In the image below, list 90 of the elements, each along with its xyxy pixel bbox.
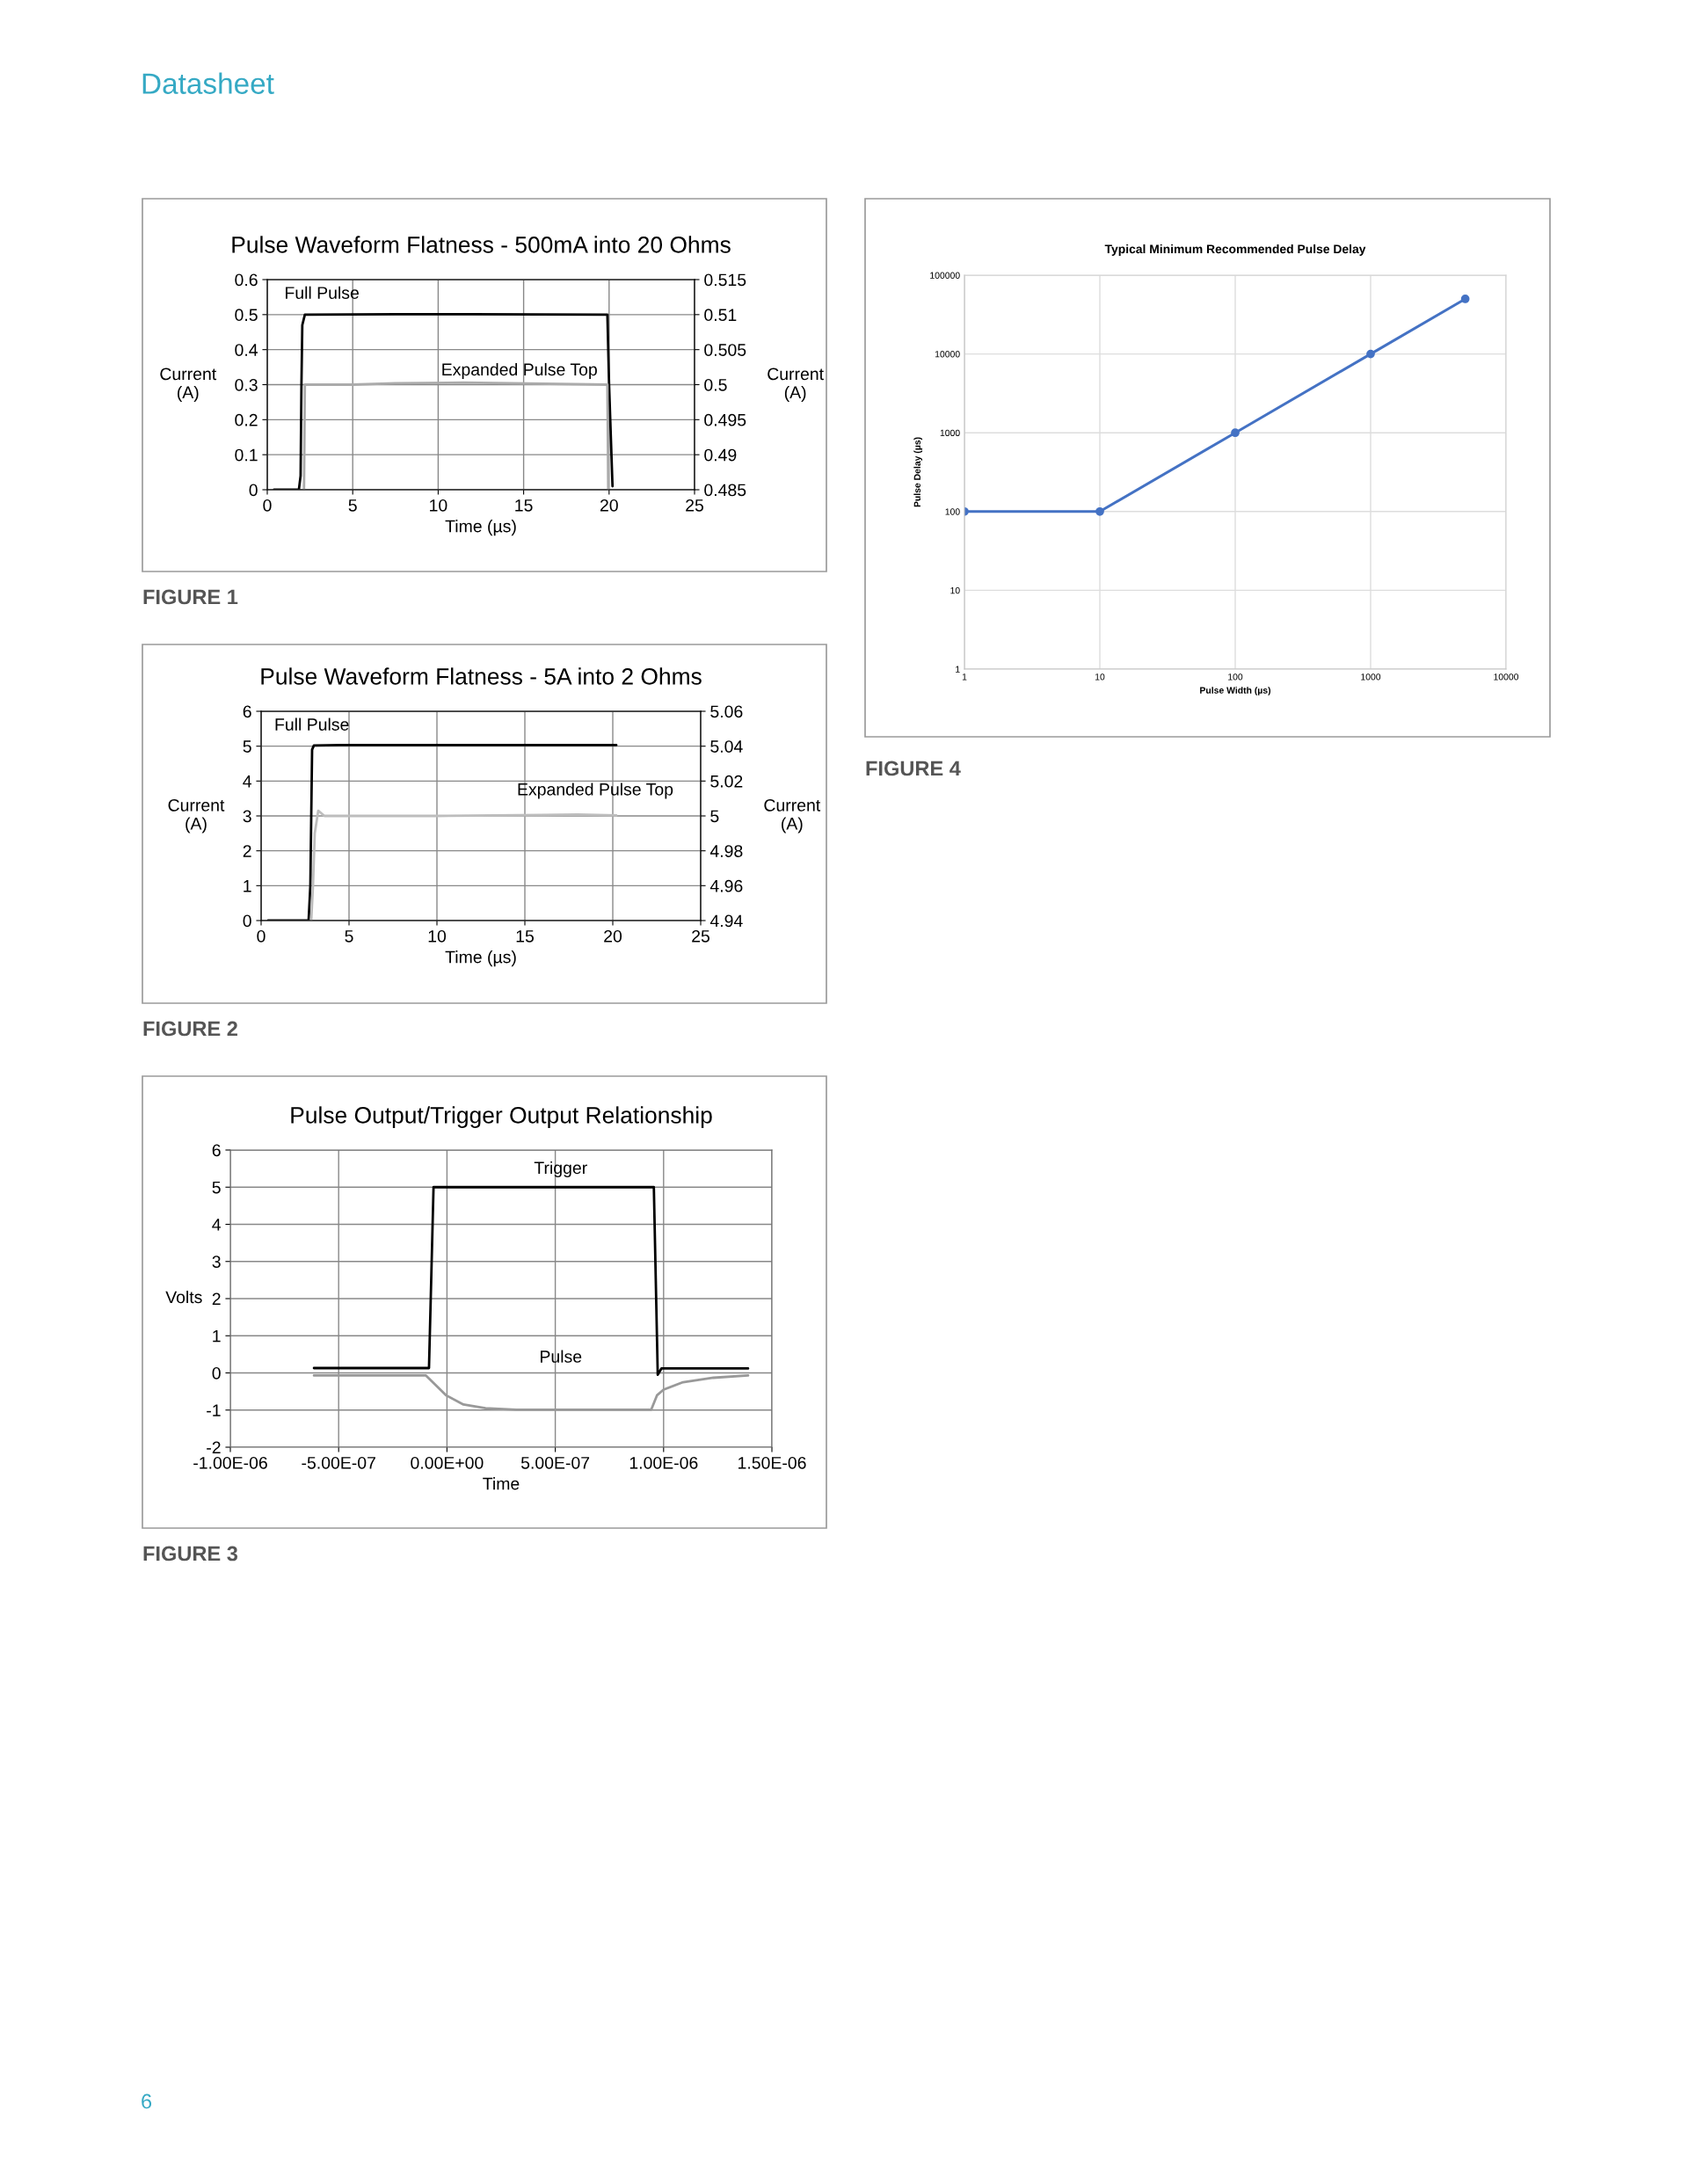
y-axis-title: Volts [165,1290,202,1304]
y-tick-label: 10 [950,586,960,594]
x-tick-label: 20 [604,929,622,943]
y-tick-label: 3 [212,1256,221,1268]
series-label: Full Pulse [286,286,359,299]
y2-tick-label: 5.02 [710,775,743,788]
y-tick-label: 0 [212,1366,221,1380]
y-tick-label: -2 [207,1441,221,1454]
y-axis-title: Pulse Delay (µs) [913,437,923,507]
text: Datasheet [142,72,274,94]
y2-tick-label: 5.06 [710,705,743,718]
x-tick-label: 5 [348,499,357,512]
caption: FIGURE 1 [143,589,238,605]
y-tick-label: 1 [213,1329,221,1343]
x-tick-label: 5 [345,930,353,943]
caption: FIGURE 3 [143,1546,238,1562]
x-tick-label: 10 [428,929,447,943]
y-tick-label: 2 [212,1292,221,1306]
y-tick-label: 0.3 [235,378,258,391]
text: 6 [142,2093,152,2109]
x-tick-label: 15 [516,930,534,943]
chart-title: Typical Minimum Recommended Pulse Delay [1104,244,1366,256]
x-tick-label: 25 [686,499,703,512]
x-tick-label: 15 [515,499,533,512]
x-tick-label: 10000 [1494,673,1519,681]
caption: FIGURE 4 [866,761,961,776]
y-tick-label: 1 [956,666,960,673]
x-tick-label: 5.00E-07 [520,1456,590,1469]
series-label: Expanded Pulse Top [442,362,597,380]
y2-tick-label: 0.49 [704,448,737,462]
y-tick-label: -1 [207,1404,221,1416]
y2-axis-title: Current (A) [764,798,821,834]
y-tick-label: 5 [212,1181,221,1194]
series-label: Full Pulse [275,717,349,731]
x-axis-title: Pulse Width (µs) [1200,687,1271,695]
x-tick-label: 10 [430,499,447,512]
y-tick-label: 0.2 [235,413,258,426]
y-tick-label: 0 [249,484,258,497]
y2-tick-label: 4.96 [709,879,743,892]
x-tick-label: -5.00E-07 [302,1456,375,1469]
x-tick-label: 100 [1228,673,1243,681]
x-tick-label: 0.00E+00 [411,1456,484,1469]
y-tick-label: 6 [212,1144,221,1157]
y-axis-title: Current (A) [160,368,217,403]
series-label: Trigger [534,1161,587,1178]
x-tick-label: 1.00E-06 [629,1456,698,1469]
y-tick-label: 1000 [940,429,960,437]
y-tick-label: 3 [243,810,251,823]
x-axis-title: Time (µs) [445,520,516,536]
y2-tick-label: 0.5 [704,378,727,391]
y-tick-label: 0.4 [235,344,258,356]
x-tick-label: 25 [692,929,709,943]
y-tick-label: 100000 [930,272,960,279]
y-tick-label: 0 [243,914,251,928]
chart-title: Pulse Output/Trigger Output Relationship [291,1106,712,1128]
y2-tick-label: 0.495 [704,413,746,426]
y2-tick-label: 0.485 [704,484,746,497]
x-tick-label: 1000 [1361,673,1381,681]
y2-tick-label: 0.51 [704,309,737,322]
y-tick-label: 2 [243,845,251,857]
x-tick-label: 10 [1095,673,1105,681]
x-tick-label: 20 [600,499,618,512]
y-tick-label: 0.6 [235,273,258,287]
x-axis-title: Time (µs) [445,950,516,967]
y2-tick-label: 0.515 [704,273,746,287]
y-tick-label: 5 [243,740,251,753]
x-tick-label: -1.00E-06 [193,1456,267,1469]
y2-tick-label: 5.04 [710,740,743,753]
y-tick-label: 0.1 [235,448,258,462]
y-tick-label: 4 [212,1219,222,1231]
y2-tick-label: 4.94 [709,914,743,928]
y-axis-title: Current (A) [168,798,225,834]
x-tick-label: 1.50E-06 [738,1456,806,1469]
x-axis-title: Time [483,1477,520,1490]
y2-tick-label: 0.505 [704,344,746,356]
y-tick-label: 0.5 [235,309,258,322]
y2-axis-title: Current (A) [768,368,824,403]
caption: FIGURE 2 [143,1021,237,1037]
y-tick-label: 1 [244,880,251,892]
y-tick-label: 6 [243,705,251,718]
y2-tick-label: 4.98 [709,845,743,857]
x-tick-label: 1 [962,673,967,681]
text: Pulse [541,1350,582,1363]
chart-title: Pulse Waveform Flatness - 500mA into 20 Ohms [232,236,731,253]
x-tick-label: 0 [263,499,272,512]
chart-title: Pulse Waveform Flatness - 5A into 2 Ohms [261,667,702,685]
y-tick-label: 4 [243,775,252,788]
y2-tick-label: 5 [710,810,719,823]
series-label: Expanded Pulse Top [518,783,673,799]
y-tick-label: 10000 [935,351,960,358]
